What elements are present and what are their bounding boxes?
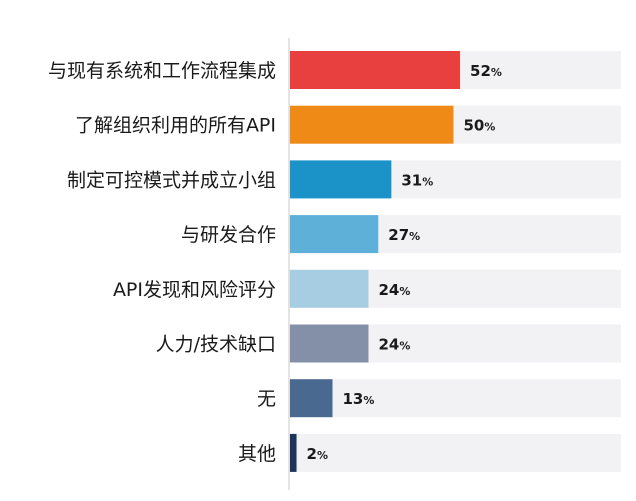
bar-track bbox=[289, 433, 621, 472]
bar bbox=[290, 379, 333, 418]
value-label: 27% bbox=[388, 226, 420, 244]
category-label: 制定可控模式并成立小组 bbox=[67, 169, 276, 191]
bar-track bbox=[289, 379, 621, 418]
value-label: 2% bbox=[307, 445, 328, 463]
category-label: 了解组织利用的所有API bbox=[75, 115, 276, 137]
bars bbox=[290, 51, 461, 472]
category-label: 与现有系统和工作流程集成 bbox=[48, 60, 276, 82]
bar bbox=[290, 215, 379, 254]
bar bbox=[290, 324, 369, 363]
category-label: API发现和风险评分 bbox=[113, 279, 276, 301]
bar bbox=[290, 51, 461, 89]
value-label: 13% bbox=[343, 390, 375, 408]
bar bbox=[290, 160, 392, 199]
category-label: 与研发合作 bbox=[181, 224, 276, 246]
value-label: 50% bbox=[464, 117, 496, 135]
category-label: 其他 bbox=[238, 443, 276, 465]
value-label: 24% bbox=[378, 281, 410, 299]
value-label: 52% bbox=[470, 62, 502, 80]
bar bbox=[290, 433, 297, 472]
category-label: 人力/技术缺口 bbox=[156, 334, 276, 356]
value-labels: 52% 50% 31% 27% 24% 24% 13% 2% bbox=[307, 62, 502, 463]
value-label: 24% bbox=[378, 336, 410, 354]
bar bbox=[290, 269, 369, 308]
bar bbox=[290, 105, 454, 144]
value-label: 31% bbox=[401, 171, 433, 189]
category-label: 无 bbox=[257, 388, 276, 410]
